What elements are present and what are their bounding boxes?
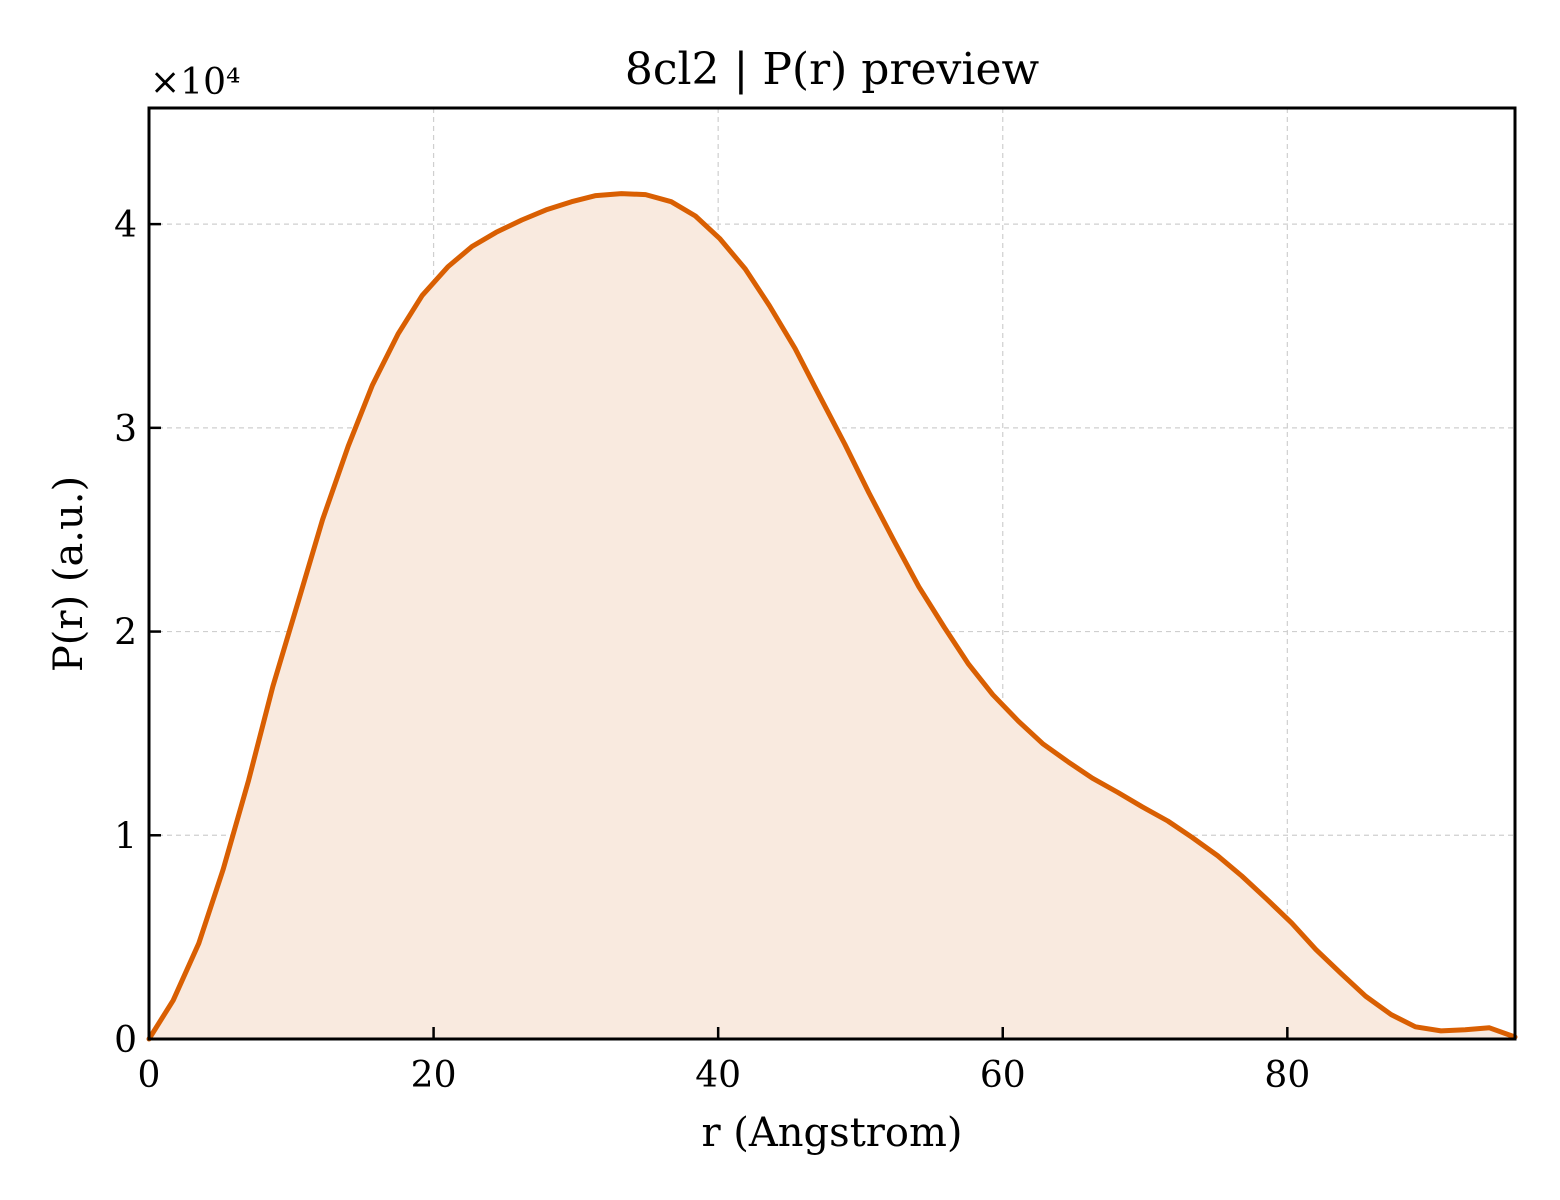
x-tick-label: 40 [695, 1055, 741, 1096]
x-tick-label: 0 [138, 1055, 161, 1096]
x-tick-label: 80 [1264, 1055, 1310, 1096]
y-tick-label: 3 [114, 409, 137, 450]
y-tick-label: 0 [114, 1020, 137, 1061]
series-line [146, 191, 1518, 1042]
plot-frame [147, 106, 1517, 1041]
area-layer [146, 191, 1518, 1042]
ticks: 0 20 40 60 80 0 1 2 3 4 [114, 205, 1310, 1096]
x-tick-label: 60 [980, 1055, 1026, 1096]
y-tick-label: 2 [114, 613, 137, 654]
y-multiplier-label: ×10⁴ [150, 62, 240, 103]
y-tick-label: 1 [114, 816, 137, 857]
y-axis-label: P(r) (a.u.) [46, 476, 92, 672]
x-axis-label: r (Angstrom) [701, 1110, 962, 1156]
x-tick-label: 20 [411, 1055, 457, 1096]
y-tick-label: 4 [114, 205, 137, 246]
chart-title: 8cl2 | P(r) preview [625, 44, 1040, 95]
